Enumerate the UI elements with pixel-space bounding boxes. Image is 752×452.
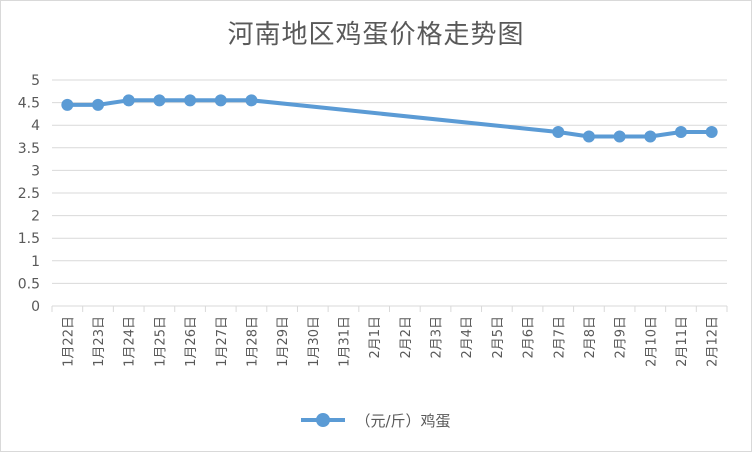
x-tick-label: 2月12日 xyxy=(706,316,721,367)
x-tick-label: 2月5日 xyxy=(491,316,506,359)
legend-swatch xyxy=(301,412,346,428)
data-point xyxy=(61,98,74,111)
x-tick-label: 1月29日 xyxy=(276,316,291,367)
x-tick-label: 1月25日 xyxy=(153,316,168,367)
x-tick-label: 2月9日 xyxy=(614,316,629,359)
x-tick-label: 1月26日 xyxy=(184,316,199,367)
data-point xyxy=(122,94,135,107)
data-point xyxy=(705,125,718,138)
y-tick-label: 2.5 xyxy=(18,186,40,202)
data-point xyxy=(214,94,227,107)
data-point xyxy=(92,98,105,111)
x-tick-label: 1月31日 xyxy=(337,316,352,367)
x-tick-label: 2月3日 xyxy=(430,316,445,359)
x-tick-label: 2月10日 xyxy=(644,316,659,367)
y-tick-label: 3.5 xyxy=(18,141,40,157)
x-tick-label: 1月23日 xyxy=(92,316,107,367)
chart-legend: （元/斤）鸡蛋 xyxy=(0,406,752,434)
data-point xyxy=(153,94,166,107)
y-tick-label: 1.5 xyxy=(18,231,40,247)
series-line xyxy=(65,98,714,139)
x-tick-label: 2月7日 xyxy=(552,316,567,359)
y-tick-label: 0.5 xyxy=(18,276,40,292)
x-tick-label: 2月6日 xyxy=(522,316,537,359)
data-point xyxy=(582,130,595,143)
y-tick-label: 4 xyxy=(31,118,40,134)
data-point xyxy=(613,130,626,143)
x-tick-label: 2月8日 xyxy=(583,316,598,359)
data-point xyxy=(644,130,657,143)
x-tick-label: 2月2日 xyxy=(399,316,414,359)
x-tick-label: 1月27日 xyxy=(215,316,230,367)
y-tick-label: 3 xyxy=(31,163,40,179)
data-point xyxy=(552,125,565,138)
x-tick-label: 1月22日 xyxy=(61,316,76,367)
y-tick-label: 1 xyxy=(31,254,40,270)
legend-label: （元/斤）鸡蛋 xyxy=(355,411,451,430)
y-tick-label: 4.5 xyxy=(18,96,40,112)
chart-title: 河南地区鸡蛋价格走势图 xyxy=(227,20,525,50)
x-tick-label: 2月11日 xyxy=(675,316,690,367)
x-tick-label: 1月24日 xyxy=(123,316,138,367)
data-point xyxy=(184,94,197,107)
y-tick-label: 0 xyxy=(31,299,40,315)
y-tick-label: 5 xyxy=(31,73,40,89)
data-point xyxy=(674,125,687,138)
data-point xyxy=(245,94,258,107)
x-tick-label: 1月30日 xyxy=(307,316,322,367)
x-tick-label: 2月1日 xyxy=(368,316,383,359)
x-tick-label: 2月4日 xyxy=(460,316,475,359)
x-tick-label: 1月28日 xyxy=(245,316,260,367)
y-tick-label: 2 xyxy=(31,209,40,225)
